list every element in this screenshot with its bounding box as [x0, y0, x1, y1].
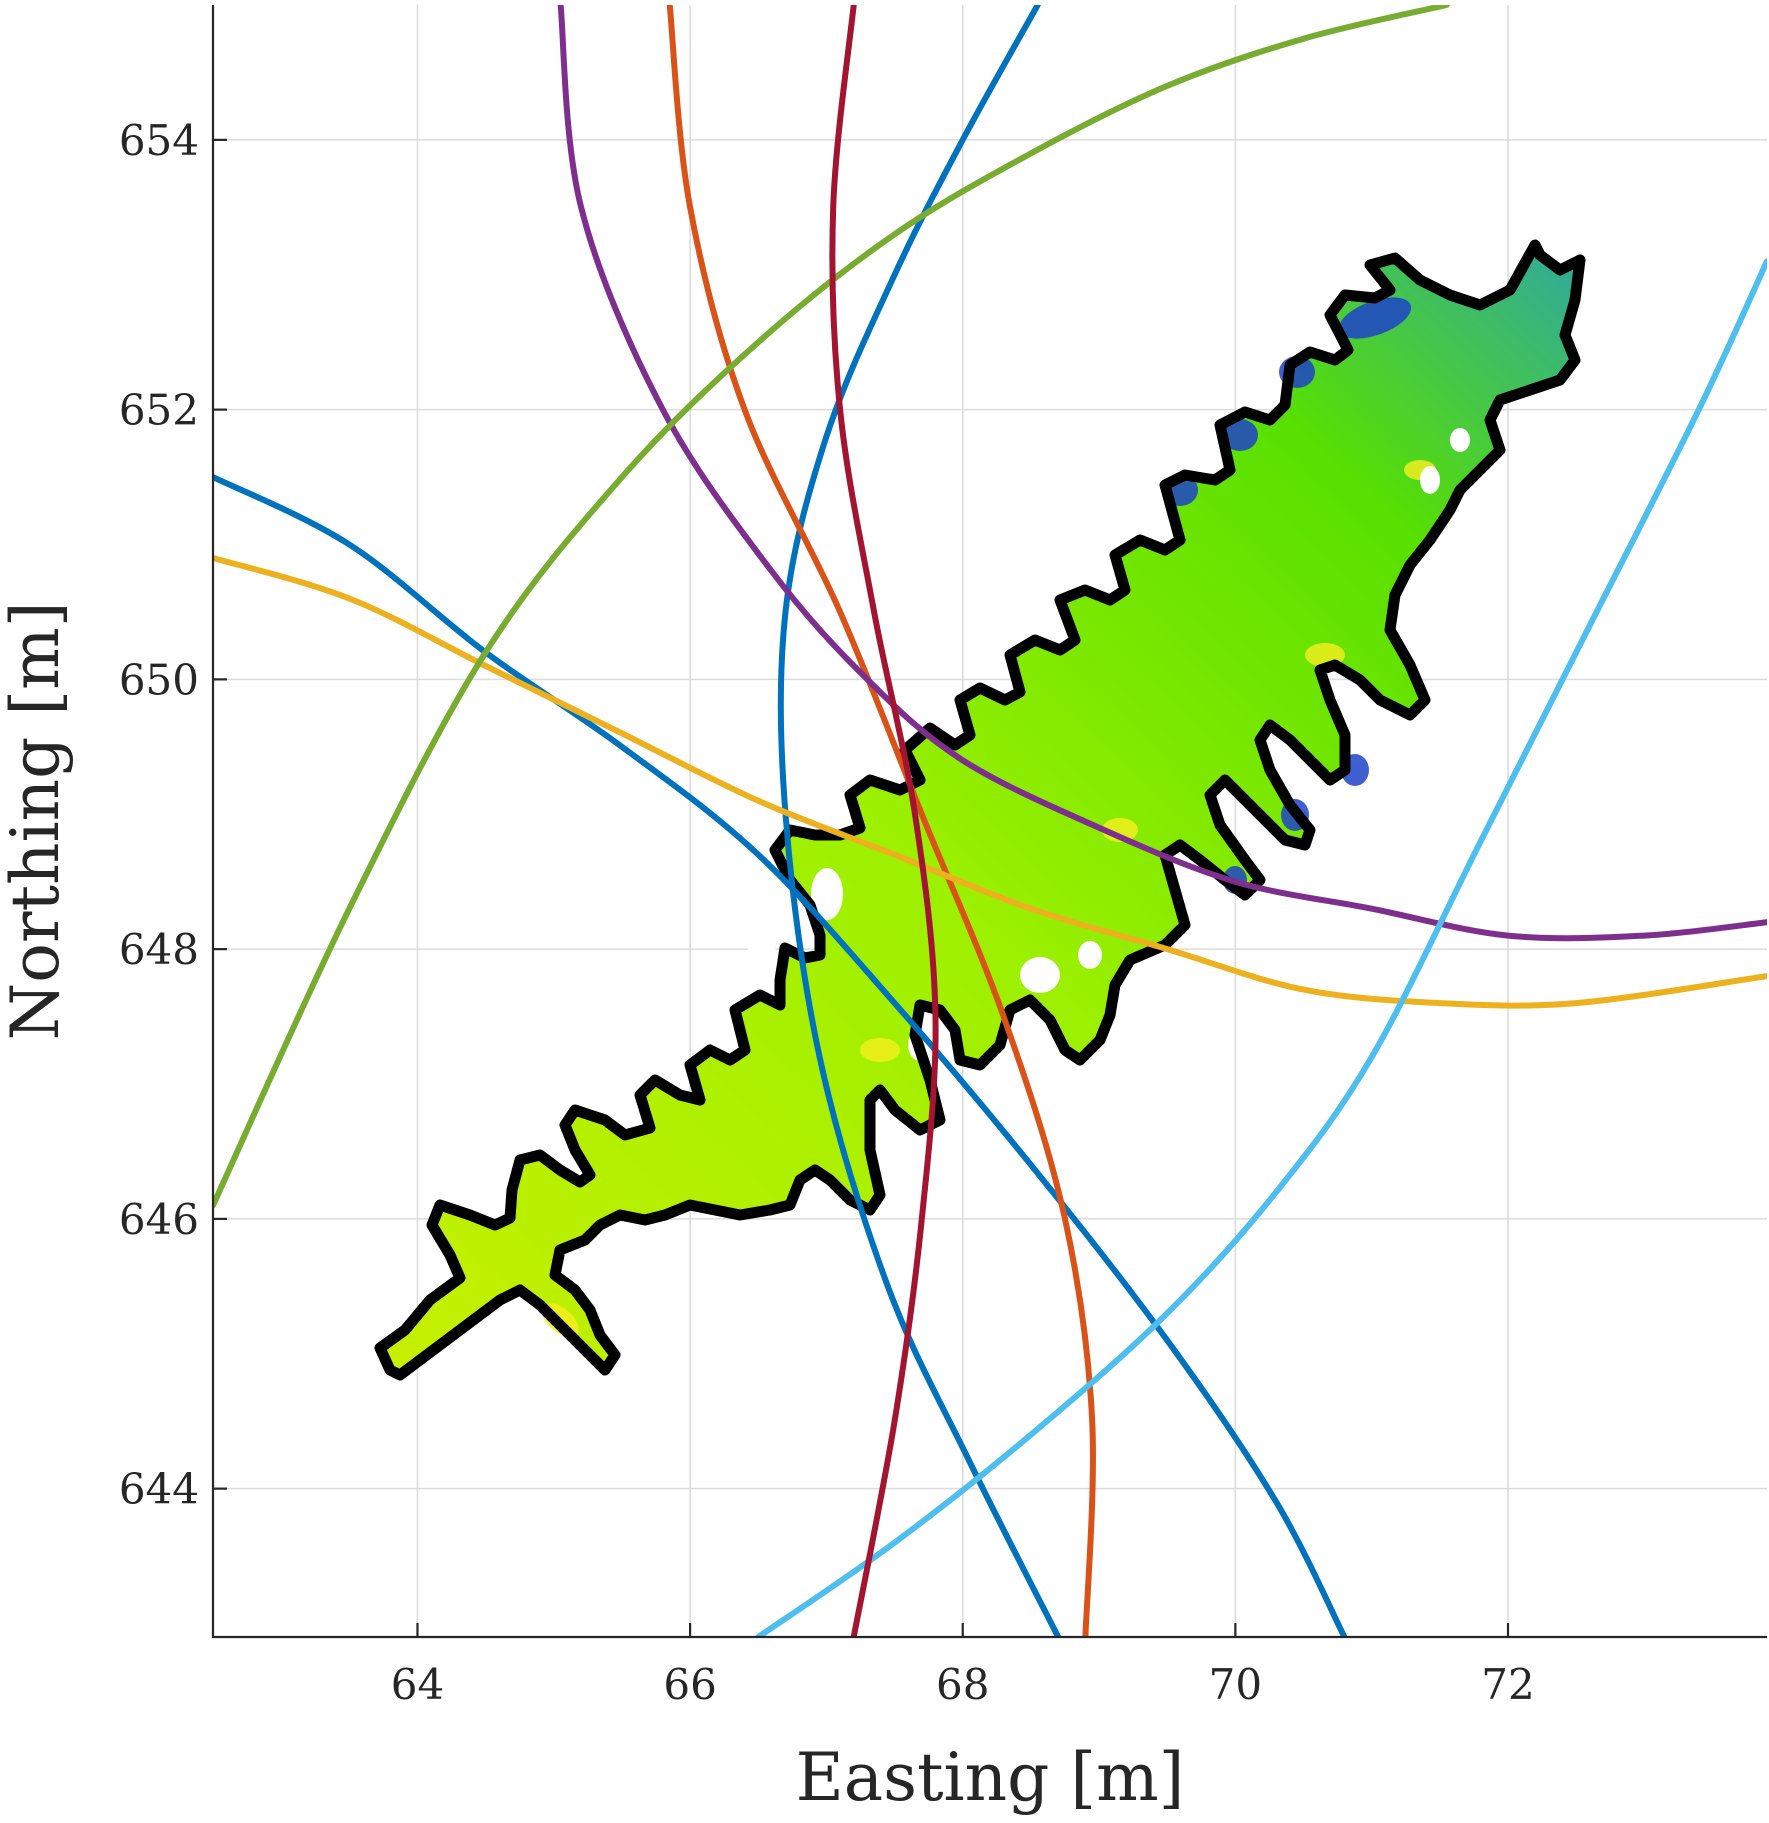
- x-tick-label: 66: [663, 1660, 716, 1709]
- y-tick-label: 654: [119, 116, 199, 165]
- x-axis-label: Easting [m]: [796, 1739, 1185, 1816]
- trajectory-line: [755, 258, 1767, 1637]
- x-tick-label: 64: [391, 1660, 444, 1709]
- segmented-object-fill: [380, 245, 1580, 1375]
- x-axis-ticks: 64 66 68 70 72: [391, 1623, 1535, 1709]
- y-tick-label: 648: [119, 925, 199, 974]
- trajectory-line: [213, 555, 1767, 1009]
- y-tick-label: 644: [119, 1465, 199, 1514]
- x-tick-label: 72: [1481, 1660, 1534, 1709]
- trajectory-line: [557, 5, 1767, 942]
- trajectory-line: [213, 474, 1348, 1637]
- y-tick-label: 646: [119, 1195, 199, 1244]
- y-tick-label: 650: [119, 655, 199, 704]
- point-cloud: [374, 239, 1586, 1381]
- segmented-object-outline: [374, 239, 1586, 1381]
- axes-frame: [211, 5, 1767, 1639]
- trajectory-lines: [213, 5, 1767, 1637]
- x-tick-label: 68: [936, 1660, 989, 1709]
- y-axis-label: Northing [m]: [0, 602, 74, 1041]
- trajectory-line: [213, 5, 1450, 1209]
- y-tick-label: 652: [119, 386, 199, 435]
- trajectory-line: [777, 5, 1062, 1637]
- trajectory-line: [829, 5, 939, 1637]
- x-tick-label: 70: [1209, 1660, 1262, 1709]
- y-axis-ticks: 644 646 648 650 652 654: [119, 116, 227, 1514]
- trajectory-line: [666, 5, 1096, 1637]
